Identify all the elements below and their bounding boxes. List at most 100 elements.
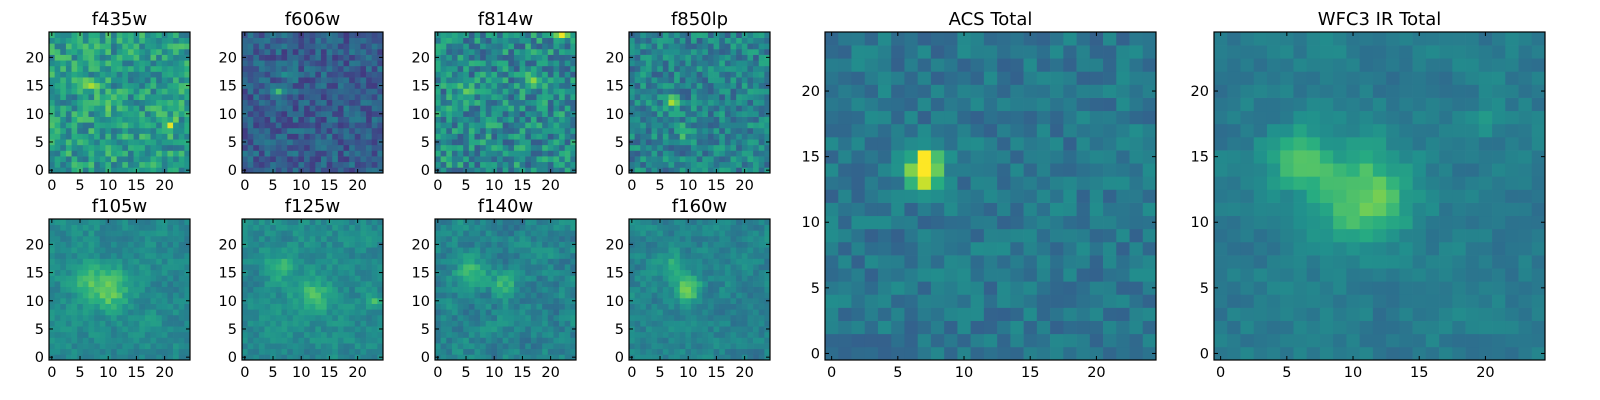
heatmap-cell (281, 71, 288, 78)
heatmap-cell (366, 71, 373, 78)
heatmap-cell (54, 105, 61, 112)
heatmap-cell (184, 281, 191, 288)
heatmap-cell (122, 348, 129, 355)
heatmap-cell (178, 116, 185, 123)
heatmap-cell (354, 43, 361, 50)
heatmap-cell (371, 94, 378, 101)
heatmap-cell (337, 110, 344, 117)
x-tick-label: 15 (320, 365, 338, 381)
heatmap-cell (366, 269, 373, 276)
heatmap-cell (645, 32, 652, 38)
heatmap-cell (764, 331, 771, 338)
heatmap-cell (354, 77, 361, 84)
heatmap-cell (696, 167, 703, 174)
heatmap-cell (674, 281, 681, 288)
heatmap-cell (270, 241, 277, 248)
heatmap-cell (753, 116, 760, 123)
heatmap-cell (530, 258, 537, 265)
heatmap-cell (178, 348, 185, 355)
heatmap-cell (242, 348, 248, 355)
heatmap-cell (502, 110, 509, 117)
heatmap-cell (536, 37, 543, 44)
heatmap-cell (150, 82, 157, 89)
heatmap-cell (542, 116, 549, 123)
heatmap-cell (253, 82, 260, 89)
heatmap-cell (173, 241, 180, 248)
heatmap-cell (702, 82, 709, 89)
heatmap-cell (559, 48, 566, 55)
heatmap-cell (270, 116, 277, 123)
heatmap-cell (377, 77, 384, 84)
heatmap-cell (457, 348, 464, 355)
heatmap-cell (253, 252, 260, 259)
heatmap-cell (457, 292, 464, 299)
heatmap-cell (553, 127, 560, 134)
heatmap-cell (337, 343, 344, 350)
heatmap-cell (497, 320, 504, 327)
heatmap-cell (446, 43, 453, 50)
heatmap-cell (519, 241, 526, 248)
heatmap-cell (491, 54, 498, 61)
heatmap-cell (377, 281, 384, 288)
heatmap-cell (275, 281, 282, 288)
heatmap-cell (343, 275, 350, 282)
heatmap-cell (133, 116, 140, 123)
heatmap-cell (366, 230, 373, 237)
heatmap-cell (116, 139, 123, 146)
heatmap-cell (707, 116, 714, 123)
heatmap-cell (326, 337, 333, 344)
heatmap-cell (525, 320, 532, 327)
heatmap-cell (435, 348, 441, 355)
heatmap-cell (309, 241, 316, 248)
heatmap-cell (640, 161, 647, 168)
heatmap-cell (49, 94, 55, 101)
heatmap-cell (696, 343, 703, 350)
heatmap-cell (559, 65, 566, 72)
heatmap-cell (105, 275, 112, 282)
heatmap-cell (719, 37, 726, 44)
heatmap-cell (253, 314, 260, 321)
heatmap-cell (173, 348, 180, 355)
heatmap-cell (144, 297, 151, 304)
heatmap-cell (94, 60, 101, 67)
heatmap-cell (674, 314, 681, 321)
heatmap-cell (764, 88, 771, 95)
heatmap-cell (88, 235, 95, 242)
heatmap-cell (542, 297, 549, 304)
heatmap-cell (354, 281, 361, 288)
heatmap-cell (139, 314, 146, 321)
heatmap-cell (127, 219, 134, 225)
heatmap-cell (287, 65, 294, 72)
heatmap-cell (747, 133, 754, 140)
heatmap-cell (167, 54, 174, 61)
heatmap-cell (468, 94, 475, 101)
heatmap-cell (349, 354, 356, 361)
heatmap-cell (156, 71, 163, 78)
heatmap-cell (366, 275, 373, 282)
heatmap-cell (184, 247, 191, 254)
heatmap-cell (99, 43, 106, 50)
heatmap-cell (332, 43, 339, 50)
heatmap-cell (446, 116, 453, 123)
heatmap-cell (94, 37, 101, 44)
heatmap-cell (343, 235, 350, 242)
heatmap-cell (713, 269, 720, 276)
heatmap-cell (747, 150, 754, 157)
heatmap-cell (513, 94, 520, 101)
heatmap-cell (105, 297, 112, 304)
heatmap-cell (702, 77, 709, 84)
heatmap-cell (440, 161, 447, 168)
heatmap-cell (264, 54, 271, 61)
heatmap-cell (111, 275, 118, 282)
heatmap-cell (65, 71, 72, 78)
heatmap-cell (446, 281, 453, 288)
heatmap-cell (287, 133, 294, 140)
heatmap-cell (480, 105, 487, 112)
heatmap-cell (691, 94, 698, 101)
heatmap-cell (105, 110, 112, 117)
heatmap-cell (326, 122, 333, 129)
heatmap-cell (173, 252, 180, 259)
heatmap-cell (468, 32, 475, 38)
heatmap-cell (144, 54, 151, 61)
